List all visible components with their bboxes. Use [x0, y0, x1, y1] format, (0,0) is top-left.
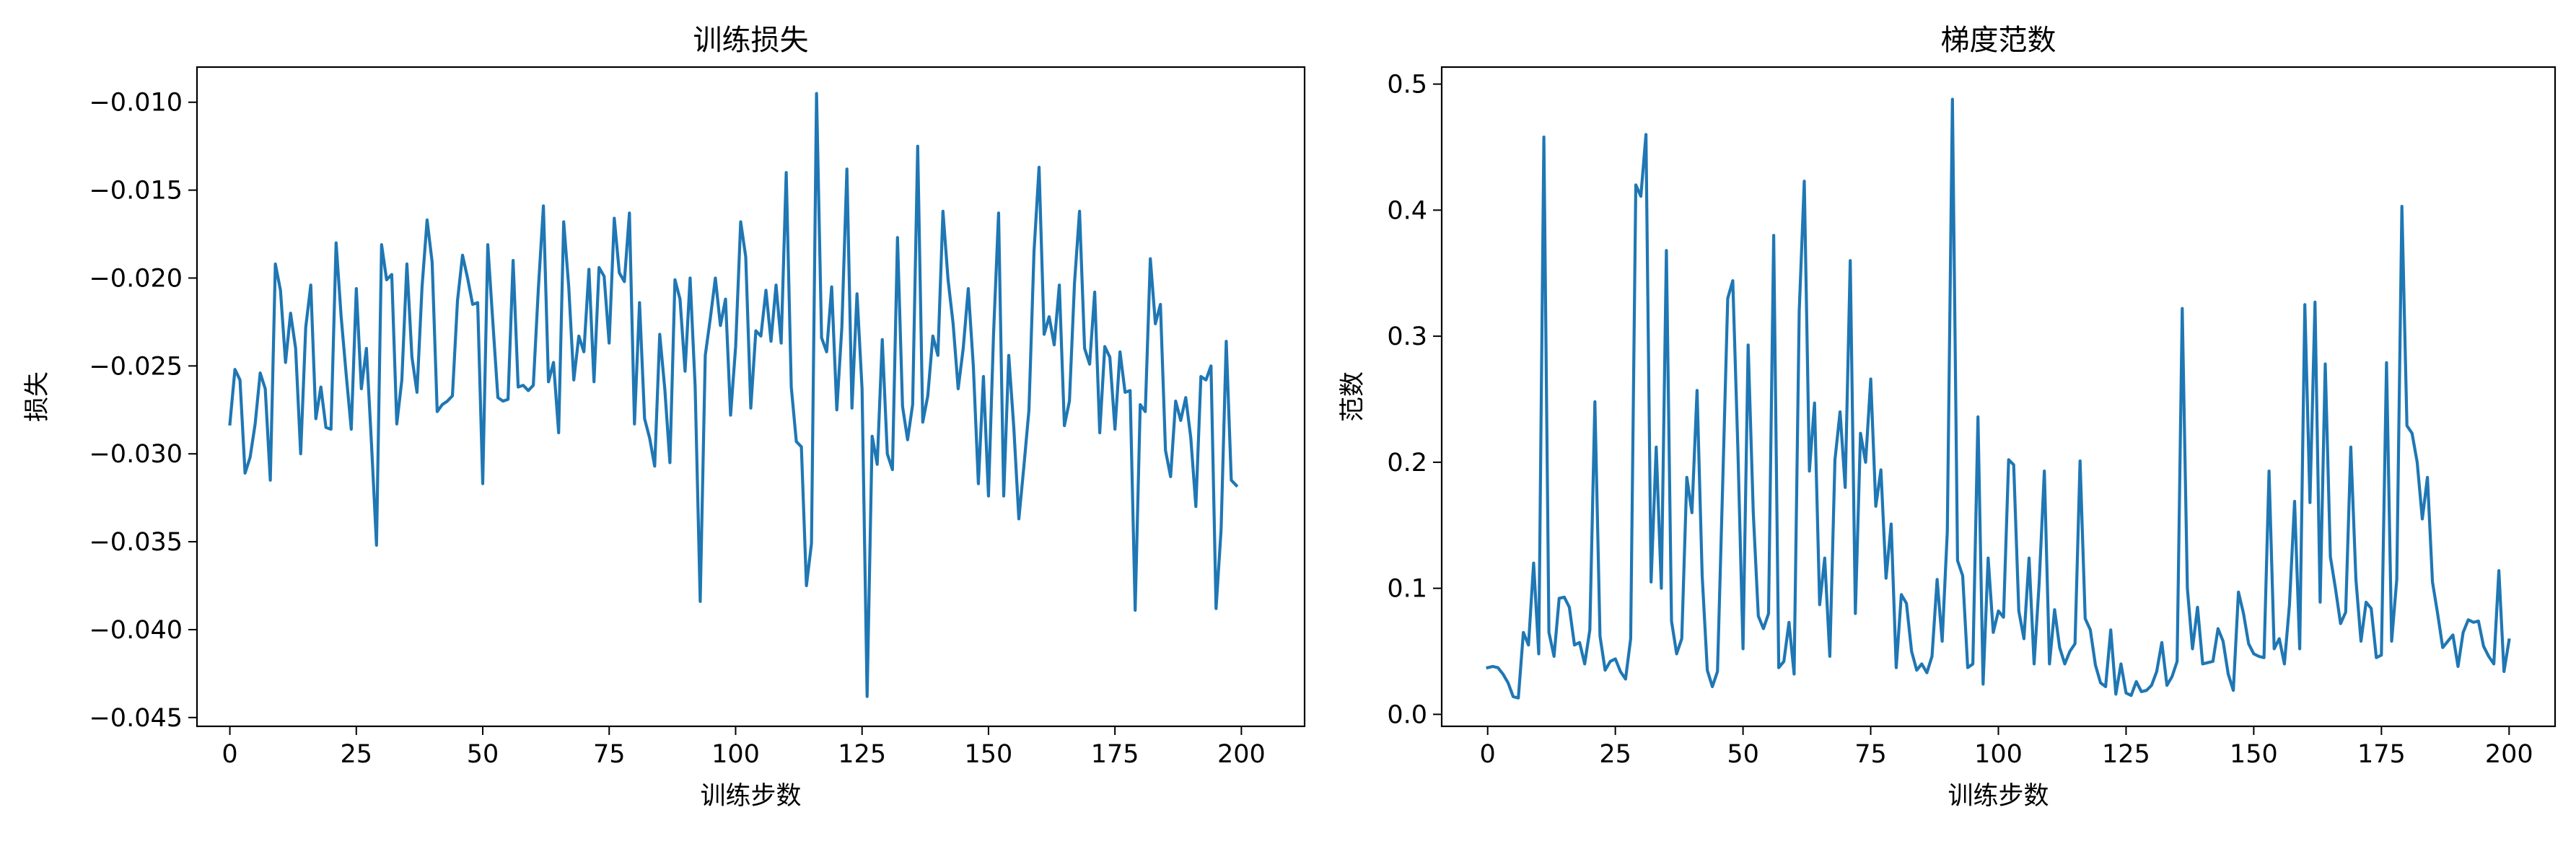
- grad-norm-x-tick-label: 150: [2230, 740, 2278, 769]
- loss-y-tick-label: −0.045: [89, 704, 183, 733]
- grad-norm-x-tick-label: 100: [1974, 740, 2023, 769]
- loss-y-axis-label: 损失: [23, 371, 52, 422]
- loss-x-tick-label: 0: [222, 740, 237, 769]
- grad-norm-y-tick-label: 0.5: [1387, 71, 1427, 100]
- loss-y-axis: −0.045 −0.040 −0.035 −0.030 −0.025 −0.020 −0.0…: [89, 89, 197, 733]
- grad-norm-chart-title: 梯度范数: [1941, 24, 2056, 57]
- grad-norm-series-line: [1486, 97, 2511, 700]
- grad-norm-x-tick-label: 125: [2102, 740, 2150, 769]
- grad-norm-chart: 0 25 50 75 100 125 150 175 200 0.00.10.20.30.40.…: [1339, 24, 2557, 811]
- grad-norm-y-tick-label: 0.1: [1387, 575, 1427, 604]
- grad-norm-plot-area: [1486, 97, 2511, 700]
- grad-norm-y-tick-label: 0.0: [1387, 700, 1427, 729]
- loss-x-tick-label: 150: [965, 740, 1013, 769]
- grad-norm-y-tick-label: 0.2: [1387, 449, 1427, 477]
- loss-y-tick-label: −0.030: [89, 440, 183, 469]
- loss-x-axis-label: 训练步数: [700, 782, 801, 811]
- grad-norm-x-tick-label: 25: [1599, 740, 1631, 769]
- grad-norm-y-tick-label: 0.4: [1387, 196, 1427, 225]
- loss-y-tick-label: −0.010: [89, 89, 183, 118]
- loss-y-tick-label: −0.020: [89, 264, 183, 293]
- loss-x-axis: 0 25 50 75 100 125 150 175 200: [222, 726, 1266, 769]
- loss-y-tick-label: −0.040: [89, 616, 183, 645]
- loss-chart: 0 25 50 75 100 125 150 175 200 −0.045 −0.040 −0.03…: [23, 24, 1306, 811]
- loss-y-tick-label: −0.035: [89, 528, 183, 557]
- grad-norm-y-tick-label: 0.3: [1387, 322, 1427, 351]
- loss-x-tick-label: 75: [593, 740, 626, 769]
- loss-y-tick-label: −0.025: [89, 352, 183, 381]
- loss-x-tick-label: 100: [711, 740, 760, 769]
- loss-x-tick-label: 25: [341, 740, 373, 769]
- grad-norm-x-axis: 0 25 50 75 100 125 150 175 200: [1480, 726, 2533, 769]
- loss-y-tick-label: −0.015: [89, 177, 183, 206]
- loss-axes-frame: [196, 66, 1306, 728]
- loss-x-tick-label: 175: [1091, 740, 1139, 769]
- grad-norm-x-tick-label: 200: [2485, 740, 2533, 769]
- grad-norm-x-tick-label: 50: [1727, 740, 1759, 769]
- grad-norm-x-axis-label: 训练步数: [1948, 782, 2049, 811]
- grad-norm-x-tick-label: 75: [1854, 740, 1887, 769]
- loss-x-tick-label: 50: [467, 740, 499, 769]
- loss-plot-area: [228, 92, 1239, 698]
- grad-norm-y-axis-label: 范数: [1339, 371, 1367, 422]
- loss-x-tick-label: 200: [1217, 740, 1266, 769]
- grad-norm-y-axis: 0.0 0.1 0.2 0.3 0.4 0.5: [1387, 71, 1442, 729]
- loss-series-line: [228, 92, 1239, 698]
- grad-norm-x-tick-label: 0: [1480, 740, 1496, 769]
- grad-norm-axes-frame: [1440, 66, 2557, 728]
- loss-chart-title: 训练损失: [693, 24, 809, 57]
- loss-x-tick-label: 125: [838, 740, 886, 769]
- grad-norm-x-tick-label: 175: [2357, 740, 2406, 769]
